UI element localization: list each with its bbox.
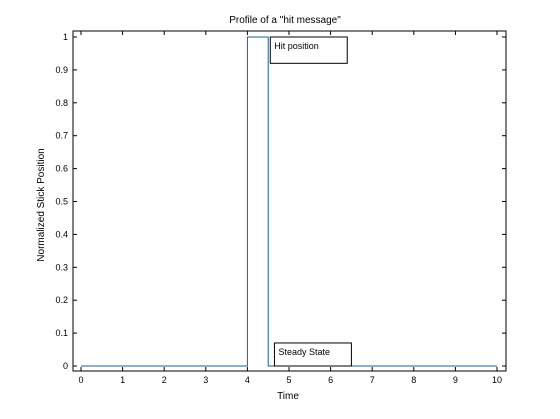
- y-tick-label: 0.4: [55, 229, 68, 239]
- chart-title: Profile of a "hit message": [229, 15, 341, 26]
- x-tick-label: 5: [286, 375, 291, 385]
- annotation-box: [273, 342, 352, 367]
- x-tick-label: 4: [245, 375, 250, 385]
- series-line: [81, 36, 497, 367]
- y-axis-ticks: 0 0.1 0.2 0.3 0.4 0.5 0.6 0.7 0.8 0.9 1: [55, 32, 506, 371]
- axes-box: [72, 30, 507, 372]
- y-tick-label: 0.9: [55, 65, 68, 75]
- y-tick-label: 0.2: [55, 295, 68, 305]
- annotation-box: [269, 36, 348, 64]
- y-tick-label: 0: [63, 361, 68, 371]
- y-axis-label: Normalized Stick Position: [36, 148, 47, 261]
- x-tick-label: 6: [328, 375, 333, 385]
- annotation: Steady State: [273, 342, 352, 367]
- x-tick-label: 3: [203, 375, 208, 385]
- x-tick-label: 7: [370, 375, 375, 385]
- series-group: [81, 36, 497, 367]
- plot-area: [72, 30, 507, 372]
- x-tick-label: 9: [453, 375, 458, 385]
- x-tick-label: 1: [120, 375, 125, 385]
- annotation-text: Steady State: [278, 347, 330, 357]
- y-tick-label: 0.6: [55, 164, 68, 174]
- y-tick-label: 0.1: [55, 328, 68, 338]
- x-tick-label: 10: [492, 375, 502, 385]
- annotations: Hit position Steady State: [269, 36, 352, 367]
- y-tick-label: 0.7: [55, 131, 68, 141]
- x-tick-label: 2: [162, 375, 167, 385]
- y-tick-label: 0.8: [55, 98, 68, 108]
- x-tick-label: 0: [78, 375, 83, 385]
- y-tick-label: 0.3: [55, 262, 68, 272]
- x-tick-label: 8: [411, 375, 416, 385]
- y-tick-label: 0.5: [55, 197, 68, 207]
- annotation: Hit position: [269, 36, 348, 64]
- x-axis-ticks: 0 1 2 3 4 5 6 7 8 9 10: [78, 31, 502, 385]
- x-axis-label: Time: [277, 391, 299, 402]
- annotation-text: Hit position: [274, 41, 319, 51]
- y-tick-label: 1: [63, 32, 68, 42]
